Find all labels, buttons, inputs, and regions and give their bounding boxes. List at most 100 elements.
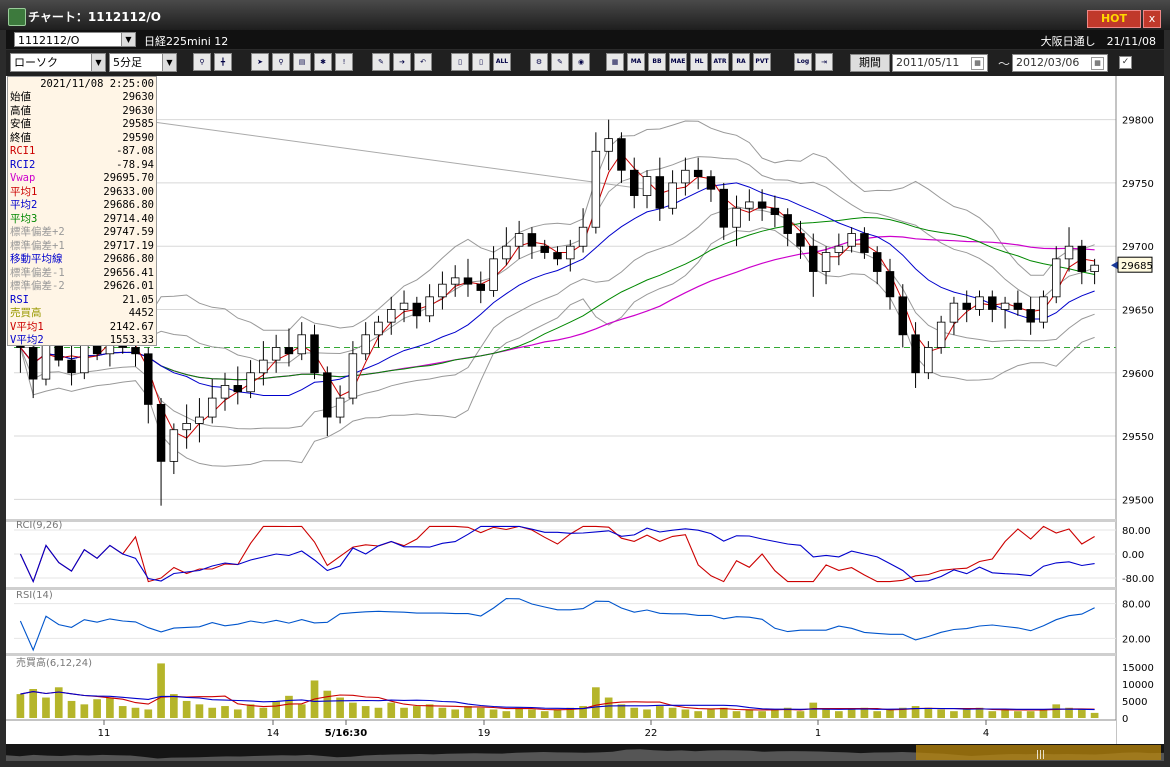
ra-button[interactable]: RA [732,53,750,71]
candle [668,170,677,215]
undo-icon[interactable]: ↶ [414,53,432,71]
candle [540,239,549,259]
chevron-down-icon[interactable]: ▼ [91,54,105,71]
mae-button[interactable]: MAE [669,53,687,71]
checkbox[interactable]: ✓ [1119,56,1132,69]
alert-icon[interactable]: ! [335,53,353,71]
candle [387,296,396,335]
candle [156,398,166,506]
hot-button[interactable]: HOT [1087,10,1141,28]
chart-canvas[interactable]: 29500 29550 29600 29650 29700 29750 29800 29685… [6,76,1164,744]
hl-button[interactable]: HL [690,53,708,71]
volume-bar [758,711,766,718]
info-value: 29686.80 [103,253,154,265]
contract-name: 日経225mini 12 [144,35,229,48]
cursor-icon[interactable]: ➤ [251,53,269,71]
color-icon[interactable]: ◉ [572,53,590,71]
volume-bar [1001,709,1009,718]
pane-divider[interactable] [6,587,1116,590]
chart-type-select[interactable]: ローソク ▼ [10,53,106,72]
last-price-label: 29685 [1121,261,1153,272]
brush-icon[interactable]: ✎ [551,53,569,71]
crosshair-icon[interactable]: ╋ [214,53,232,71]
overview-strip: ||| [6,744,1164,761]
zoom-icon[interactable]: ⚲ [193,53,211,71]
scroll-thumb[interactable] [916,745,1161,760]
ma-long-line [20,216,1095,381]
candle [796,220,805,259]
timeframe-select[interactable]: 5分足 ▼ [109,53,177,72]
volume-bar [668,707,677,718]
ma-button[interactable]: MA [627,53,645,71]
candle [949,296,959,335]
volume-bar [1090,712,1099,718]
rsi-line [19,598,1095,652]
symbol-select[interactable]: 1112112/O ▼ [14,32,136,47]
chevron-down-icon[interactable]: ▼ [121,33,135,46]
volume-bar [796,711,805,718]
calendar-icon[interactable]: ▦ [971,57,984,70]
y-tick-label: 29650 [1122,305,1154,316]
candle [514,220,524,259]
settings-icon[interactable]: ⚙ [530,53,548,71]
period-button[interactable]: 期間 [850,54,890,72]
bb-button[interactable]: BB [648,53,666,71]
volume-bar [988,711,997,718]
calendar-icon[interactable]: ▦ [1091,57,1104,70]
pane-divider[interactable] [6,519,1116,522]
all-button[interactable]: ALL [493,53,511,71]
window-titlebar[interactable]: チャート：1112112/O HOT x [0,0,1170,30]
volume-bar [285,695,293,718]
pencil-icon[interactable]: ✎ [372,53,390,71]
atr-button[interactable]: ATR [711,53,729,71]
y-tick-label: 29800 [1122,116,1154,127]
rci-tick-label: 80.00 [1122,526,1151,537]
date-to-input[interactable]: 2012/03/06 ▦ [1012,54,1108,72]
pointer-icon[interactable]: ➔ [393,53,411,71]
range-separator: 〜 [998,57,1011,71]
candle-small-icon[interactable]: ▯ [472,53,490,71]
volume-bar [1014,711,1022,718]
candle [207,379,217,424]
search-icon[interactable]: ⚲ [272,53,290,71]
info-label: V平均1 [10,320,44,333]
info-value: 29714.40 [103,212,154,225]
volume-tick-label: 0 [1122,714,1128,725]
candle [617,132,626,183]
info-row-3: 終値 29590 [10,132,154,146]
candle [898,284,908,348]
export-icon[interactable]: ⇥ [815,53,833,71]
log-button[interactable]: Log [794,53,812,71]
info-value: 29747.59 [103,226,154,238]
candle [783,208,792,247]
close-icon[interactable]: x [1143,10,1161,28]
ma-mid-line [20,182,1095,396]
candle [847,227,856,253]
date-from-input[interactable]: 2011/05/11 ▦ [892,54,988,72]
candle-icon[interactable]: ▯ [451,53,469,71]
pane-divider[interactable] [6,653,1116,656]
candle [259,341,268,386]
chevron-down-icon[interactable]: ▼ [162,54,176,71]
x-tick-label: 5/16:30 [325,728,367,739]
candle [1090,258,1099,285]
candle [809,233,818,297]
grid-icon[interactable]: ▦ [606,53,624,71]
volume-bar [106,697,114,718]
candle [489,246,498,297]
info-label: 平均2 [10,199,38,211]
volume-bar [975,707,984,718]
volume-bar [924,707,933,718]
candle [527,227,537,259]
scroll-bar[interactable]: ||| [6,744,1164,761]
app-icon [8,8,26,26]
split-icon[interactable]: ✱ [314,53,332,71]
info-value: 29656.41 [103,266,154,279]
info-row-16: 売買高 4452 [10,307,154,321]
info-label: 終値 [10,131,31,144]
pvt-button[interactable]: PVT [753,53,771,71]
bar-chart-icon[interactable]: ▤ [293,53,311,71]
volume-bar [131,707,140,718]
candle [502,227,511,266]
volume-bar [476,707,485,718]
